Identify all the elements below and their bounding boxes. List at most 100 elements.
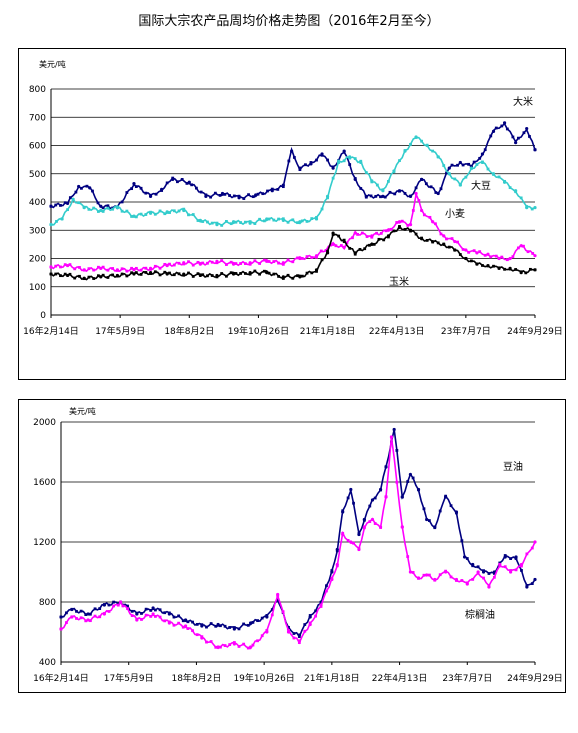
data-point-rice — [494, 126, 498, 130]
data-point-corn — [78, 274, 81, 278]
data-point-palmoil — [335, 562, 339, 567]
data-point-palmoil — [276, 592, 280, 597]
data-point-palmoil — [249, 645, 253, 649]
data-point-rice — [491, 129, 496, 133]
data-point-rice — [139, 186, 143, 190]
data-point-soyoil — [520, 569, 523, 572]
data-point-soyoil — [476, 565, 480, 569]
data-point-soyoil — [135, 612, 139, 616]
data-point-soybean — [475, 163, 479, 166]
data-point-palmoil — [232, 642, 236, 646]
data-point-wheat — [210, 260, 214, 264]
data-point-wheat — [489, 255, 493, 259]
data-point-rice — [403, 192, 407, 195]
data-point-corn — [132, 272, 136, 276]
data-point-palmoil — [126, 607, 129, 611]
data-point-palmoil — [449, 575, 453, 579]
data-point-soyoil — [395, 449, 399, 452]
data-point-wheat — [517, 246, 520, 250]
data-point-palmoil — [89, 619, 92, 623]
x-tick-label: 17年5月9日 — [95, 325, 145, 337]
data-point-rice — [125, 191, 129, 194]
data-point-palmoil — [209, 640, 213, 643]
data-point-palmoil — [422, 573, 426, 577]
x-tick-label: 23年7月7日 — [442, 672, 492, 684]
data-point-corn — [59, 274, 62, 278]
data-point-soybean — [229, 222, 233, 226]
data-point-rice — [77, 184, 81, 189]
data-point-corn — [99, 275, 103, 279]
data-point-soyoil — [260, 616, 264, 620]
data-point-wheat — [329, 243, 333, 247]
data-point-palmoil — [75, 617, 78, 620]
data-point-palmoil — [346, 538, 350, 542]
data-point-soybean — [111, 207, 115, 211]
data-point-wheat — [353, 231, 357, 235]
data-point-soyoil — [357, 532, 361, 537]
data-point-soyoil — [325, 584, 328, 588]
data-point-soyoil — [107, 603, 111, 607]
data-point-rice — [270, 189, 274, 193]
data-point-wheat — [445, 237, 448, 241]
series-label-palmoil: 棕榈油 — [465, 608, 495, 621]
data-point-soyoil — [341, 510, 345, 514]
data-point-rice — [281, 183, 285, 187]
data-point-wheat — [365, 235, 369, 238]
data-point-rice — [379, 195, 382, 199]
data-point-soybean — [144, 213, 148, 216]
data-point-rice — [254, 193, 258, 197]
data-point-wheat — [360, 231, 364, 235]
data-point-wheat — [442, 234, 446, 238]
y-tick-label: 600 — [29, 142, 46, 152]
data-point-corn — [265, 271, 269, 275]
data-point-palmoil — [281, 610, 285, 614]
data-point-wheat — [191, 263, 195, 267]
data-point-corn — [533, 268, 537, 272]
data-point-soyoil — [130, 609, 134, 613]
data-point-soyoil — [503, 555, 507, 559]
series-line-soyoil — [60, 429, 536, 639]
data-point-soybean — [530, 207, 534, 211]
data-point-soyoil — [368, 504, 372, 508]
data-point-corn — [201, 273, 205, 277]
data-point-wheat — [158, 266, 162, 270]
data-point-wheat — [526, 250, 530, 254]
data-point-wheat — [65, 263, 70, 268]
y-tick-label: 2000 — [33, 418, 56, 428]
data-point-soyoil — [65, 611, 68, 615]
data-point-rice — [120, 200, 124, 204]
data-point-rice — [525, 126, 529, 131]
data-point-palmoil — [154, 615, 157, 618]
data-point-rice — [304, 163, 307, 167]
data-point-palmoil — [228, 643, 232, 646]
data-point-soyoil — [449, 504, 453, 508]
data-point-wheat — [494, 254, 498, 258]
data-point-rice — [447, 166, 451, 170]
data-point-palmoil — [93, 614, 97, 618]
y-tick-label: 800 — [39, 598, 56, 608]
data-point-palmoil — [482, 576, 485, 580]
data-point-corn — [234, 272, 238, 275]
data-point-corn — [425, 238, 429, 242]
data-point-palmoil — [454, 577, 459, 582]
data-point-wheat — [533, 254, 537, 258]
data-point-soyoil — [370, 498, 375, 502]
data-point-wheat — [196, 260, 200, 264]
data-point-rice — [185, 181, 189, 185]
data-point-rice — [85, 184, 89, 188]
data-point-soyoil — [465, 557, 469, 560]
data-point-soyoil — [75, 609, 78, 613]
data-point-rice — [450, 163, 454, 167]
data-point-rice — [154, 192, 158, 196]
data-point-soybean — [206, 220, 209, 224]
data-point-soyoil — [335, 547, 339, 552]
data-point-palmoil — [530, 546, 534, 550]
series-palmoil — [59, 435, 537, 650]
data-point-corn — [403, 228, 407, 231]
data-point-corn — [298, 275, 302, 279]
data-point-corn — [508, 266, 512, 270]
data-point-soybean — [398, 159, 401, 163]
data-point-wheat — [267, 260, 271, 263]
data-point-soybean — [210, 221, 214, 225]
series-line-wheat — [50, 191, 536, 273]
